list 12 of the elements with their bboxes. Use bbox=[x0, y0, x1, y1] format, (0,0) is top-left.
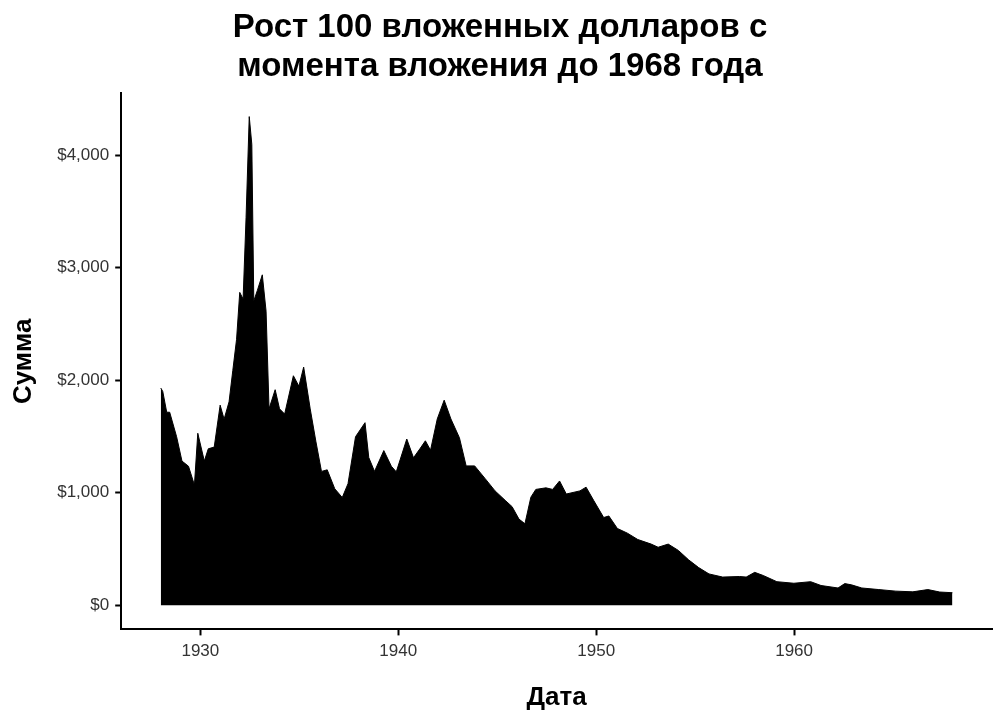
y-axis-title: Сумма bbox=[6, 318, 37, 405]
x-tick-label: 1940 bbox=[379, 641, 418, 661]
y-tick-label: $1,000 bbox=[57, 482, 110, 502]
y-tick-label: $2,000 bbox=[57, 369, 110, 389]
x-axis-title: Дата bbox=[526, 680, 588, 711]
y-tick-label: $3,000 bbox=[57, 257, 110, 277]
x-tick-label: 1930 bbox=[181, 641, 220, 661]
y-tick-label: $0 bbox=[90, 594, 110, 614]
x-tick-label: 1960 bbox=[775, 641, 813, 661]
x-tick-label: 1950 bbox=[577, 641, 616, 661]
y-tick-label: $4,000 bbox=[57, 144, 110, 164]
chart-title: Рост 100 вложенных долларов с момента вложения до 1968 года bbox=[232, 6, 768, 84]
